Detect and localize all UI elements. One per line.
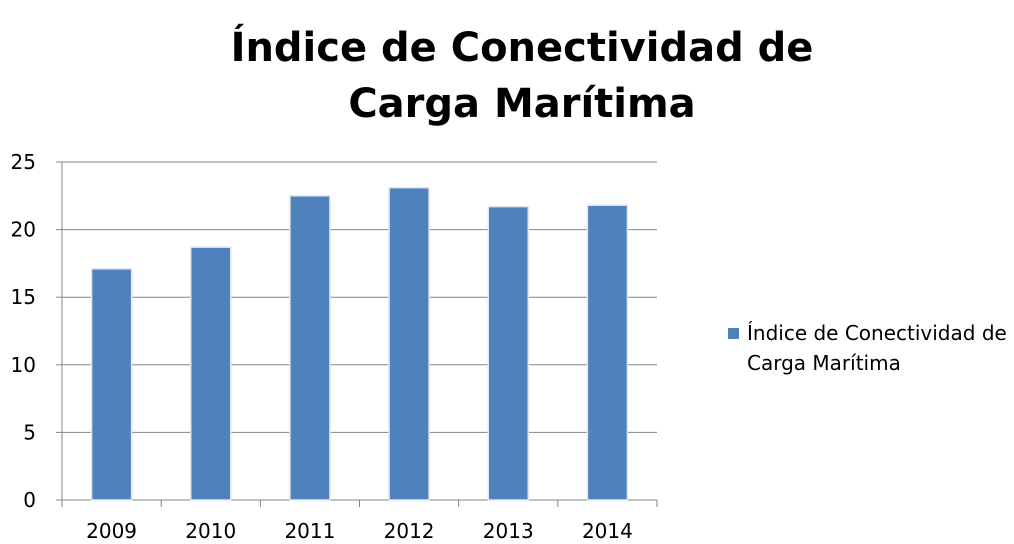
y-tick-label: 20 xyxy=(11,218,36,242)
y-tick-label: 0 xyxy=(23,488,36,512)
x-tick-label: 2009 xyxy=(86,519,137,543)
bar xyxy=(487,205,529,501)
y-tick-label: 5 xyxy=(23,420,36,444)
legend: Índice de Conectividad de Carga Marítima xyxy=(728,318,1014,378)
bar xyxy=(388,186,430,501)
y-tick-label: 25 xyxy=(11,150,36,174)
bar xyxy=(289,195,331,501)
x-tick-label: 2012 xyxy=(384,519,435,543)
x-tick-label: 2011 xyxy=(284,519,335,543)
bar xyxy=(190,246,232,501)
x-tick-label: 2014 xyxy=(582,519,633,543)
y-tick-label: 10 xyxy=(11,353,36,377)
chart-title: Índice de Conectividad de Carga Marítima xyxy=(230,25,814,127)
y-tick-label: 15 xyxy=(11,285,36,309)
bar xyxy=(90,268,133,501)
legend-key xyxy=(728,328,739,339)
legend-label: Índice de Conectividad de Carga Marítima xyxy=(747,321,1007,375)
x-tick-label: 2013 xyxy=(483,519,534,543)
x-tick-label: 2010 xyxy=(185,519,236,543)
bar xyxy=(586,204,629,501)
